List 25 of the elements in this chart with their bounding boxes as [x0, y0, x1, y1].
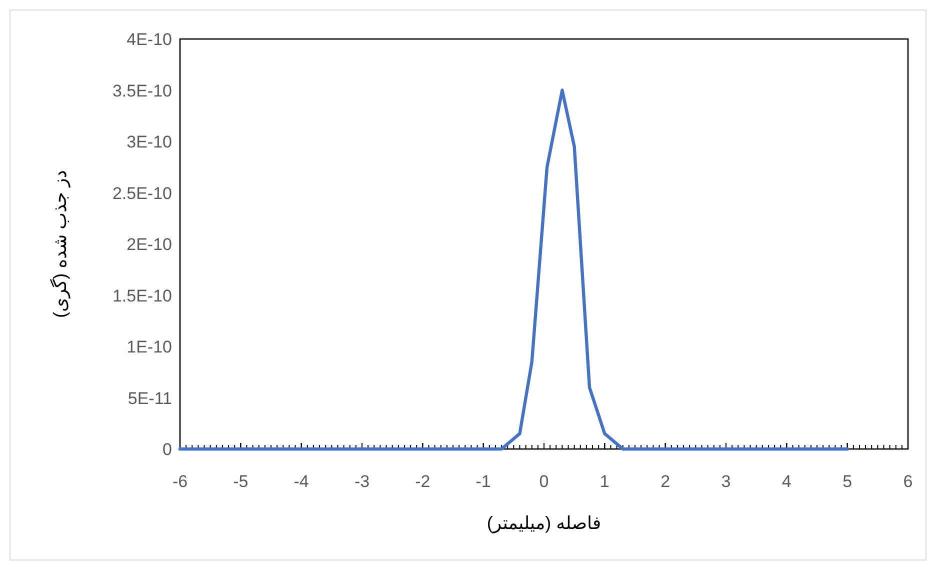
y-tick-label: 4E-10 — [126, 30, 172, 49]
x-tick-label: -6 — [172, 472, 188, 491]
x-tick-label: 5 — [842, 472, 852, 491]
x-tick-label: 1 — [600, 472, 610, 491]
y-tick-label: 1E-10 — [126, 338, 172, 356]
x-tick-label: 0 — [539, 472, 549, 491]
y-tick-label: 3E-10 — [126, 132, 172, 152]
x-tick-label: 2 — [660, 472, 670, 491]
x-tick-label: -5 — [233, 472, 248, 491]
line-series — [178, 88, 849, 451]
y-tick-label: 2.5E-10 — [112, 184, 172, 203]
y-tick-label: 5E-11 — [128, 388, 172, 408]
x-tick-label: -1 — [476, 472, 491, 491]
y-tick-label: 1.5E-10 — [112, 286, 172, 306]
x-tick-label: -4 — [294, 472, 309, 491]
y-tick-label: 0 — [162, 440, 172, 459]
x-tick-label: -2 — [415, 472, 430, 491]
x-tick-label: 6 — [903, 472, 913, 491]
y-tick-label: 3.5E-10 — [112, 81, 172, 100]
x-axis-title: فاصله (میلیمتر) — [486, 513, 602, 534]
x-tick-label: -3 — [354, 472, 370, 491]
y-tick-label: 2E-10 — [126, 235, 172, 254]
y-axis-title: دز جذب شده (گری) — [49, 170, 71, 318]
x-tick-label: 4 — [782, 472, 792, 491]
x-tick-label: 3 — [721, 472, 731, 491]
